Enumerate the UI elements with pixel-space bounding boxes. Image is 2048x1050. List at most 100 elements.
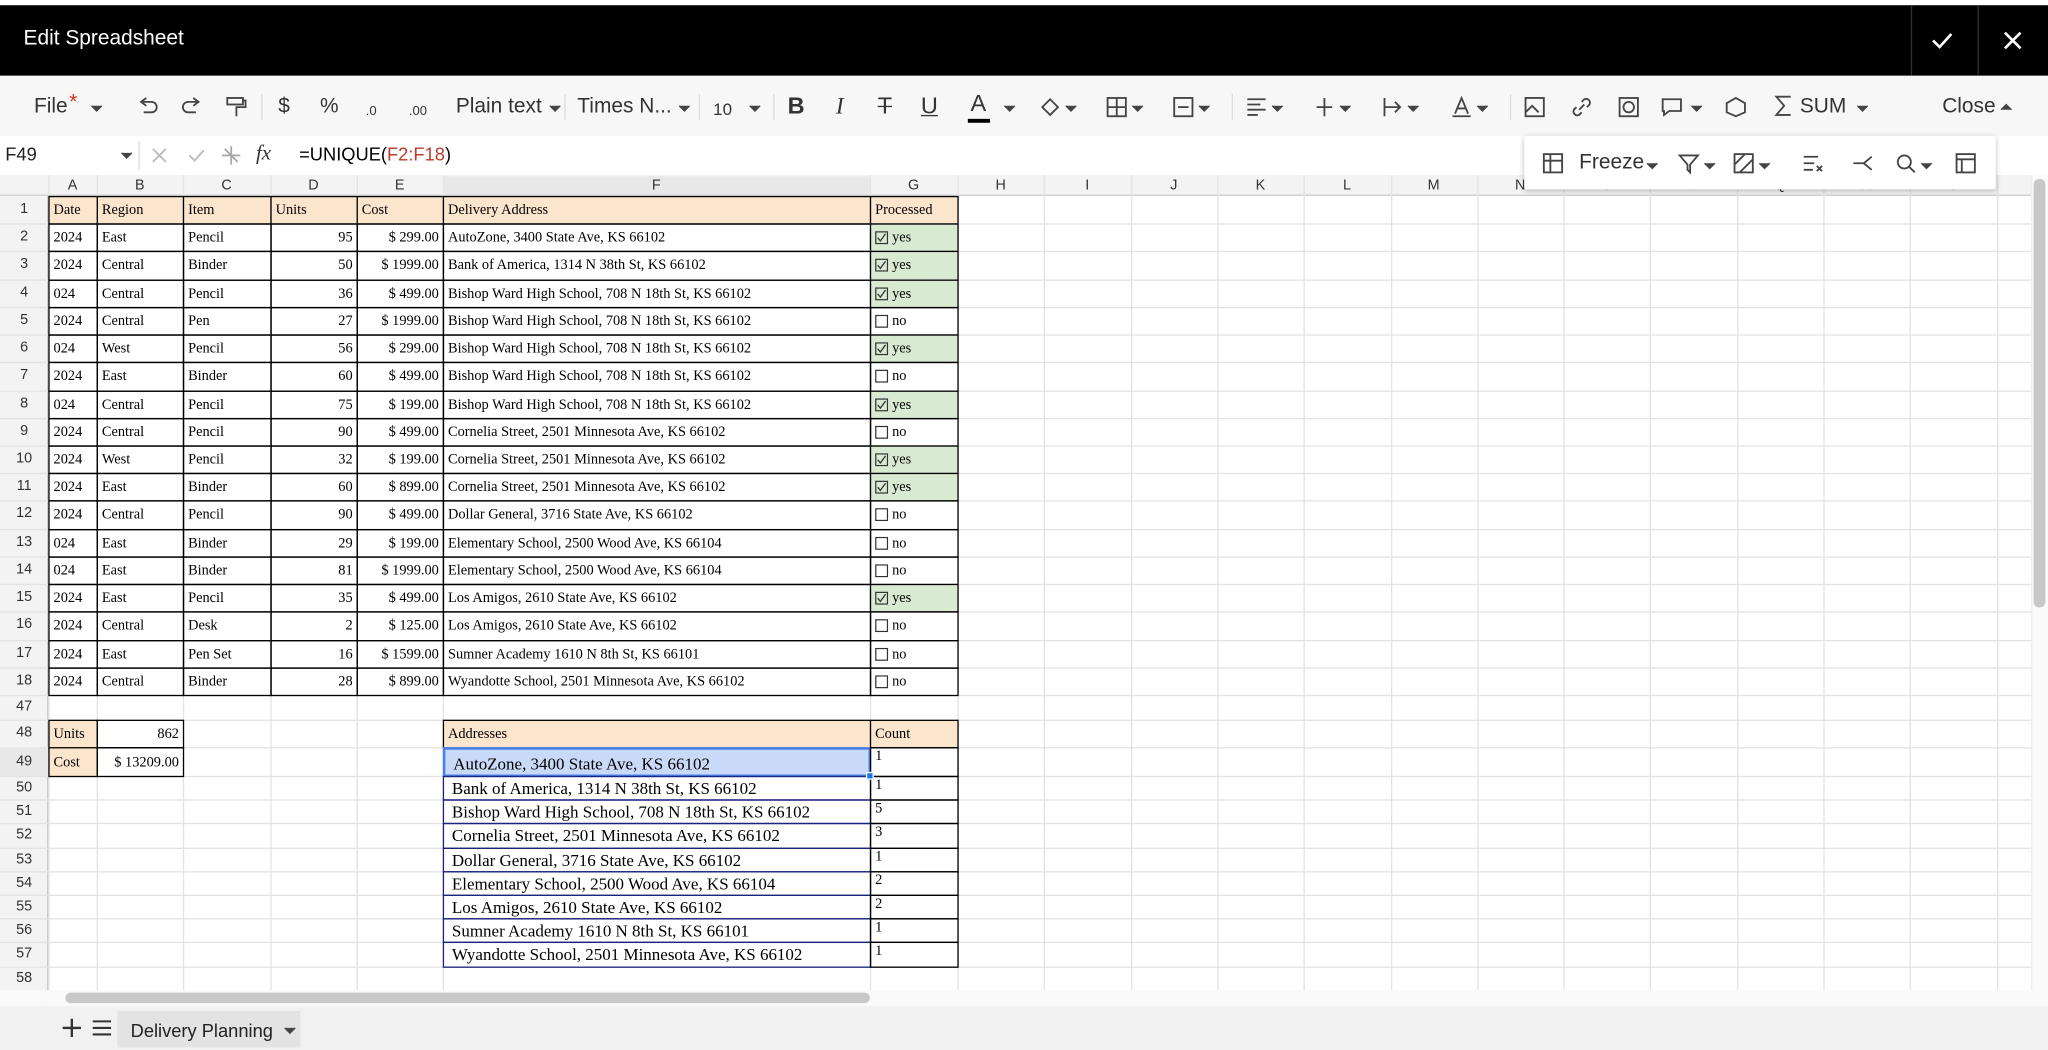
dropdown-arrow[interactable]: [748, 104, 761, 112]
toolbar-number-format[interactable]: Plain text: [455, 95, 542, 118]
insert-image-button[interactable]: [1523, 95, 1547, 119]
share-button[interactable]: [1852, 153, 1873, 174]
column-letter[interactable]: A: [67, 177, 78, 194]
toolbar-font[interactable]: Times N...: [577, 95, 672, 118]
toolbar-font-size[interactable]: 10: [713, 99, 733, 119]
dropdown-arrow[interactable]: [1198, 104, 1211, 112]
toolbar-text-color[interactable]: A: [970, 90, 987, 117]
sheet-tab-label[interactable]: Delivery Planning: [130, 1020, 273, 1041]
cell[interactable]: West: [96, 334, 185, 364]
merge-cells-button[interactable]: [1172, 95, 1196, 119]
fill-color-button[interactable]: [1038, 95, 1062, 119]
close-button[interactable]: [2000, 27, 2026, 53]
column-letter[interactable]: M: [1427, 177, 1440, 194]
column-letter[interactable]: J: [1170, 177, 1178, 194]
cell[interactable]: 95: [270, 223, 358, 253]
cell[interactable]: 2024: [48, 639, 98, 669]
checkbox[interactable]: [875, 286, 889, 300]
toolbar-close[interactable]: Close: [1942, 95, 1996, 118]
dropdown-arrow[interactable]: [1476, 104, 1489, 112]
cell[interactable]: 024: [48, 528, 98, 558]
cell[interactable]: Binder: [182, 251, 272, 281]
row-number[interactable]: 3: [20, 256, 29, 273]
cell[interactable]: 024: [48, 334, 98, 364]
row-number[interactable]: 17: [16, 644, 33, 661]
cell[interactable]: Pencil: [182, 389, 272, 419]
cell[interactable]: 27: [270, 306, 358, 336]
header-cell[interactable]: Units: [270, 195, 358, 225]
insert-chart-button[interactable]: [1617, 95, 1641, 119]
cell[interactable]: Wyandotte School, 2501 Minnesota Ave, KS…: [442, 667, 872, 697]
cell[interactable]: Elementary School, 2500 Wood Ave, KS 661…: [442, 556, 872, 586]
processed-cell[interactable]: no: [869, 362, 959, 392]
dropdown-arrow[interactable]: [1339, 104, 1352, 112]
toolbar-decrease-decimal[interactable]: .0: [365, 104, 377, 119]
cell[interactable]: Bishop Ward High School, 708 N 18th St, …: [442, 389, 872, 419]
cell[interactable]: 60: [270, 362, 358, 392]
3d-button[interactable]: [1724, 95, 1748, 119]
column-letter[interactable]: G: [908, 177, 920, 194]
cell[interactable]: 75: [270, 389, 358, 419]
checkbox[interactable]: [875, 231, 889, 245]
cell[interactable]: Bishop Ward High School, 708 N 18th St, …: [442, 306, 872, 336]
cell[interactable]: $ 1999.00: [356, 556, 445, 586]
column-letter[interactable]: B: [134, 177, 145, 194]
row-number[interactable]: 48: [16, 724, 33, 741]
sigma-icon[interactable]: [1774, 94, 1792, 118]
ai-button[interactable]: [221, 145, 242, 166]
row-number[interactable]: 18: [16, 672, 33, 688]
accept-button[interactable]: [187, 146, 205, 164]
processed-cell[interactable]: yes: [869, 445, 959, 475]
checkbox[interactable]: [875, 259, 889, 273]
cell[interactable]: Binder: [182, 362, 272, 392]
cell[interactable]: Central: [96, 667, 185, 697]
cell[interactable]: East: [96, 223, 185, 253]
unique-address[interactable]: Bank of America, 1314 N 38th St, KS 6610…: [442, 775, 872, 801]
row-number[interactable]: 5: [20, 311, 29, 328]
cell[interactable]: 29: [270, 528, 358, 558]
cell[interactable]: $ 499.00: [356, 362, 445, 392]
row-number[interactable]: 8: [20, 395, 29, 411]
cell[interactable]: 35: [270, 583, 358, 613]
cell[interactable]: Central: [96, 611, 185, 641]
cell[interactable]: $ 1999.00: [356, 251, 445, 281]
cell[interactable]: 60: [270, 473, 358, 503]
sheet-settings-button[interactable]: [1955, 153, 1976, 174]
unique-address[interactable]: Sumner Academy 1610 N 8th St, KS 66101: [442, 918, 872, 944]
checkbox[interactable]: [875, 480, 889, 494]
checkbox[interactable]: [875, 342, 889, 356]
cell[interactable]: $ 299.00: [356, 223, 445, 253]
sheet-tab[interactable]: Delivery Planning: [117, 1010, 301, 1048]
dropdown-arrow[interactable]: [678, 104, 691, 112]
header-cell[interactable]: Count: [869, 719, 959, 749]
confirm-button[interactable]: [1929, 27, 1955, 53]
checkbox[interactable]: [875, 425, 889, 439]
borders-button[interactable]: [1105, 95, 1129, 119]
cell[interactable]: 2024: [48, 500, 98, 530]
dropdown-arrow[interactable]: [1920, 162, 1933, 170]
cell[interactable]: Pencil: [182, 500, 272, 530]
header-cell[interactable]: Region: [96, 195, 185, 225]
insert-link-button[interactable]: [1570, 95, 1594, 119]
row-number[interactable]: 53: [16, 851, 33, 867]
cell[interactable]: Bishop Ward High School, 708 N 18th St, …: [442, 334, 872, 364]
checkbox[interactable]: [875, 647, 889, 661]
pattern-button[interactable]: [1733, 153, 1754, 174]
row-number[interactable]: 57: [16, 946, 33, 962]
cell[interactable]: Binder: [182, 528, 272, 558]
cell[interactable]: Central: [96, 417, 185, 447]
toolbar-dollar[interactable]: $: [278, 95, 290, 118]
cell[interactable]: 2024: [48, 445, 98, 475]
cell[interactable]: 90: [270, 417, 358, 447]
cell[interactable]: 16: [270, 639, 358, 669]
cell[interactable]: Pencil: [182, 223, 272, 253]
column-letter[interactable]: K: [1255, 177, 1266, 194]
toolbar-sum[interactable]: SUM: [1799, 95, 1847, 118]
column-letter[interactable]: C: [221, 177, 232, 194]
cell[interactable]: $ 199.00: [356, 389, 445, 419]
dropdown-arrow[interactable]: [1856, 104, 1869, 112]
checkbox[interactable]: [875, 508, 889, 522]
column-letter[interactable]: F: [442, 176, 870, 195]
dropdown-arrow[interactable]: [90, 104, 103, 112]
unique-count[interactable]: 1: [869, 942, 959, 968]
